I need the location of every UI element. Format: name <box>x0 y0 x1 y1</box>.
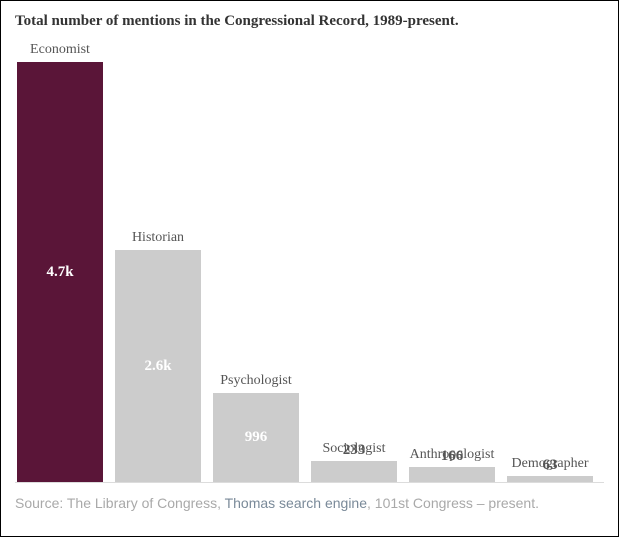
bar-value: 4.7k <box>17 264 103 281</box>
bar-economist: Economist 4.7k <box>17 42 103 482</box>
bar-label: Psychologist <box>220 373 292 389</box>
bar-rect: 4.7k <box>17 62 103 482</box>
bar-historian: Historian 2.6k <box>115 230 201 482</box>
chart-title: Total number of mentions in the Congress… <box>15 13 604 30</box>
chart-area: Economist 4.7k Historian 2.6k Psychologist 99… <box>15 38 604 483</box>
bar-value: 996 <box>213 429 299 446</box>
bar-sociologist: Sociologist233 <box>311 441 397 482</box>
bar-label: Economist <box>30 42 90 58</box>
bar-label: Historian <box>132 230 184 246</box>
bar-rect: 166 <box>409 467 495 482</box>
bar-psychologist: Psychologist 996 <box>213 373 299 482</box>
bar-demographer: Demographer63 <box>507 456 593 482</box>
bar-rect: 2.6k <box>115 250 201 482</box>
bar-anthropologist: Anthropologist166 <box>409 447 495 482</box>
source-prefix: Source: The Library of Congress, <box>15 495 225 511</box>
source-suffix: , 101st Congress – present. <box>367 495 539 511</box>
bar-value: 233 <box>311 442 397 459</box>
bar-value: 2.6k <box>115 358 201 375</box>
source-line: Source: The Library of Congress, Thomas … <box>15 495 604 511</box>
bar-rect: 63 <box>507 476 593 482</box>
bar-rect: 996 <box>213 393 299 482</box>
bar-value: 63 <box>507 457 593 474</box>
bar-rect: 233 <box>311 461 397 482</box>
bar-value: 166 <box>409 448 495 465</box>
source-link[interactable]: Thomas search engine <box>225 495 367 511</box>
